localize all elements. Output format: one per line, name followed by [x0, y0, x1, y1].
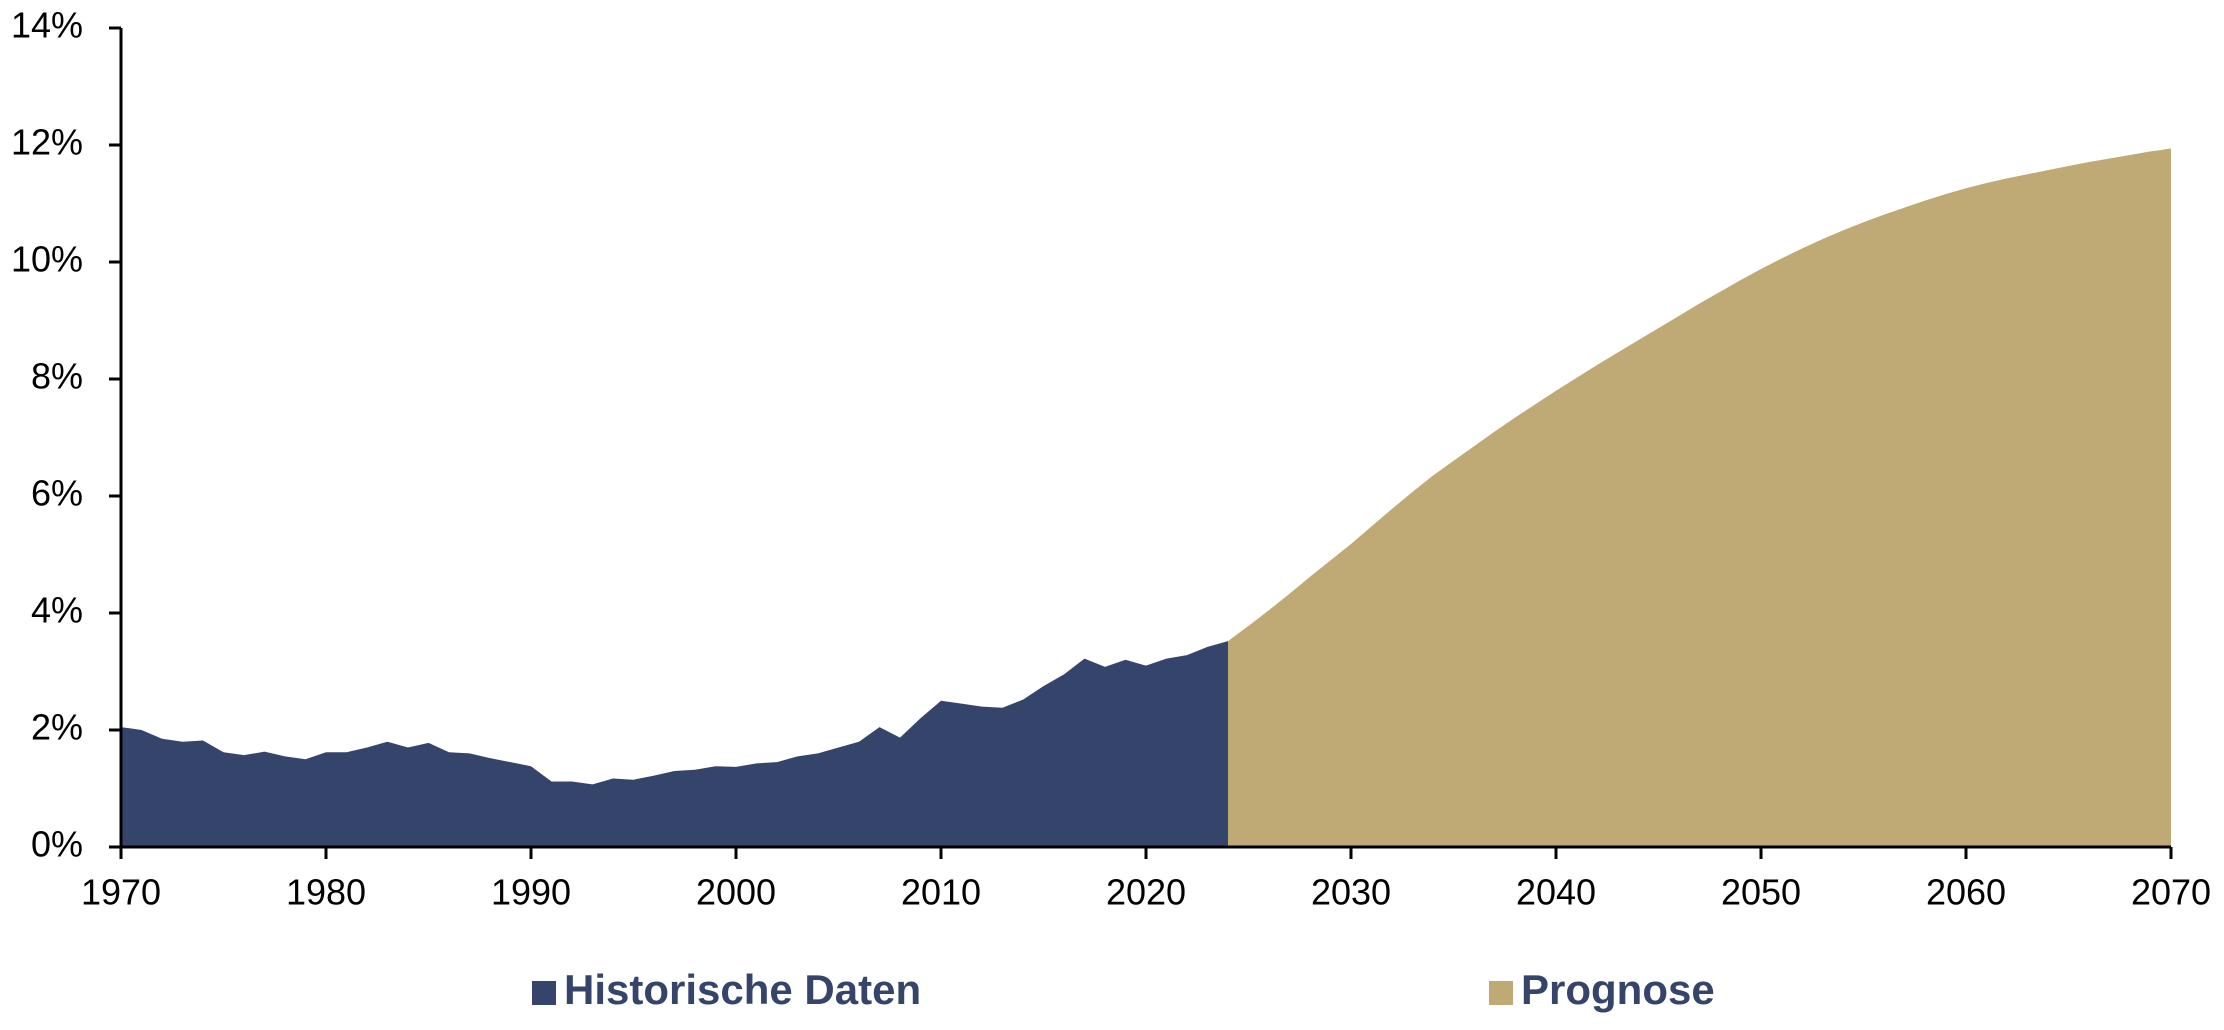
- x-tick-label: 2020: [1106, 872, 1186, 913]
- x-tick-label: 1970: [81, 872, 161, 913]
- x-tick-label: 2060: [1926, 872, 2006, 913]
- y-tick-label: 10%: [11, 239, 83, 280]
- x-tick-label: 1980: [286, 872, 366, 913]
- x-tick-label: 2050: [1721, 872, 1801, 913]
- legend-swatch: [532, 981, 556, 1005]
- y-tick-label: 8%: [31, 356, 83, 397]
- x-tick-label: 2070: [2131, 872, 2211, 913]
- x-tick-label: 2010: [901, 872, 981, 913]
- area: [121, 641, 1228, 847]
- x-tick-label: 2000: [696, 872, 776, 913]
- legend-label: Prognose: [1521, 966, 1715, 1013]
- legend-label: Historische Daten: [564, 966, 921, 1013]
- x-tick-label: 2030: [1311, 872, 1391, 913]
- x-tick-label: 1990: [491, 872, 571, 913]
- y-tick-label: 12%: [11, 122, 83, 163]
- y-tick-label: 0%: [31, 824, 83, 865]
- area: [1228, 148, 2171, 847]
- x-tick-label: 2040: [1516, 872, 1596, 913]
- y-tick-label: 6%: [31, 473, 83, 514]
- y-tick-label: 2%: [31, 707, 83, 748]
- y-tick-label: 14%: [11, 5, 83, 46]
- y-tick-label: 4%: [31, 590, 83, 631]
- legend-swatch: [1489, 981, 1513, 1005]
